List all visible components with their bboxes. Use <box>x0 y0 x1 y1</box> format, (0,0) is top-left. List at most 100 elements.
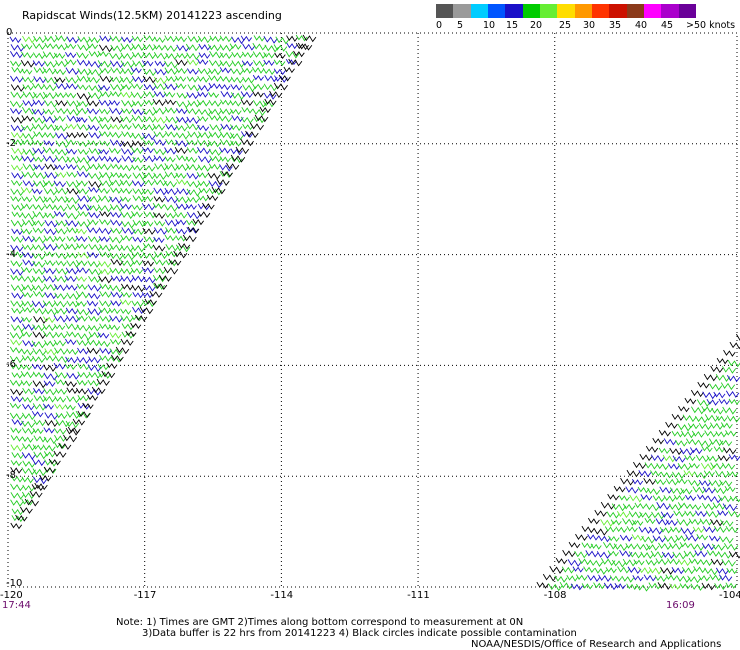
wind-barb <box>628 511 643 519</box>
wind-barb <box>699 518 713 526</box>
wind-barb <box>698 479 712 487</box>
wind-barb <box>187 84 201 92</box>
wind-barb <box>566 575 579 582</box>
wind-barb <box>99 123 112 131</box>
wind-barb <box>98 227 113 235</box>
wind-barb <box>42 179 56 187</box>
wind-barb <box>32 244 46 252</box>
wind-barb <box>176 52 188 59</box>
wind-barb <box>264 44 279 53</box>
wind-barb <box>42 395 56 403</box>
wind-barb <box>186 180 201 189</box>
wind-barb <box>55 252 69 260</box>
wind-barb <box>53 115 66 122</box>
wind-barb <box>165 123 178 131</box>
wind-barb <box>120 308 132 315</box>
wind-barb <box>724 485 736 493</box>
wind-barb <box>43 196 57 204</box>
wind-barb <box>119 115 134 124</box>
wind-barb <box>87 307 102 316</box>
wind-barb <box>131 100 145 108</box>
wind-barb <box>130 91 145 100</box>
wind-barb <box>153 172 167 180</box>
wind-barb <box>98 275 113 284</box>
wind-barb <box>701 542 716 551</box>
wind-barb <box>10 250 25 259</box>
wind-barb <box>141 292 153 299</box>
wind-barb <box>153 52 169 60</box>
wind-barb <box>44 340 57 347</box>
wind-barb <box>154 163 169 171</box>
wind-barb <box>66 82 79 90</box>
wind-barb <box>88 211 101 219</box>
wind-barb <box>66 395 81 404</box>
wind-barb <box>175 139 190 148</box>
wind-barb <box>20 370 35 379</box>
wind-barb <box>252 42 267 51</box>
wind-barb <box>713 525 727 533</box>
wind-barb <box>219 138 234 147</box>
wind-barb <box>197 164 212 172</box>
wind-barb <box>66 187 80 195</box>
wind-barb <box>659 526 672 534</box>
wind-barb <box>44 60 58 68</box>
wind-barb <box>636 583 651 592</box>
wind-barb <box>639 453 653 462</box>
wind-barb <box>640 494 653 501</box>
wind-barb <box>32 355 46 364</box>
wind-barb <box>66 227 79 234</box>
colorbar-label: 40 <box>635 20 648 31</box>
wind-barb <box>33 35 47 44</box>
wind-barb <box>701 502 716 511</box>
wind-barb <box>72 418 86 426</box>
wind-barb <box>132 60 147 68</box>
wind-barb <box>19 506 33 514</box>
wind-barb <box>695 510 708 518</box>
wind-barb <box>679 542 691 549</box>
wind-barb <box>696 399 711 407</box>
wind-barb <box>76 308 91 316</box>
wind-barb <box>132 188 145 196</box>
wind-barb <box>702 486 716 494</box>
wind-barb <box>32 210 47 219</box>
wind-barb <box>77 44 90 52</box>
wind-barb <box>632 575 644 582</box>
wind-barb <box>10 260 23 268</box>
latitude-label: -8 <box>6 470 16 482</box>
wind-barb <box>690 406 706 415</box>
wind-barb <box>31 275 46 284</box>
wind-barb <box>33 164 46 171</box>
wind-barb <box>165 52 179 60</box>
wind-barb <box>97 204 113 213</box>
wind-barb <box>120 91 133 99</box>
wind-barb <box>98 155 111 163</box>
wind-barb <box>125 330 137 337</box>
wind-barb <box>278 74 291 82</box>
wind-barb <box>252 74 264 82</box>
wind-barb <box>22 100 35 107</box>
wind-barb <box>101 370 116 379</box>
wind-barb <box>109 60 125 69</box>
wind-barb <box>77 194 92 203</box>
wind-barb <box>120 83 132 91</box>
wind-barb <box>43 466 56 474</box>
wind-barb <box>21 219 36 227</box>
wind-barb <box>715 415 728 422</box>
wind-barb <box>109 315 123 323</box>
wind-barb <box>263 92 277 100</box>
wind-barb <box>121 155 136 164</box>
wind-barb <box>680 527 695 536</box>
wind-barb <box>10 131 24 139</box>
wind-barb <box>185 203 197 210</box>
longitude-label: -120 <box>0 590 23 601</box>
wind-barb <box>729 495 740 503</box>
wind-barb <box>99 315 113 323</box>
wind-barb <box>10 522 23 530</box>
wind-barb <box>686 438 699 446</box>
wind-barb <box>616 510 630 519</box>
wind-barb <box>176 154 189 162</box>
wind-barb <box>88 50 101 58</box>
colorbar-swatch <box>591 4 610 18</box>
wind-barb <box>109 131 123 139</box>
wind-barb <box>97 60 112 68</box>
